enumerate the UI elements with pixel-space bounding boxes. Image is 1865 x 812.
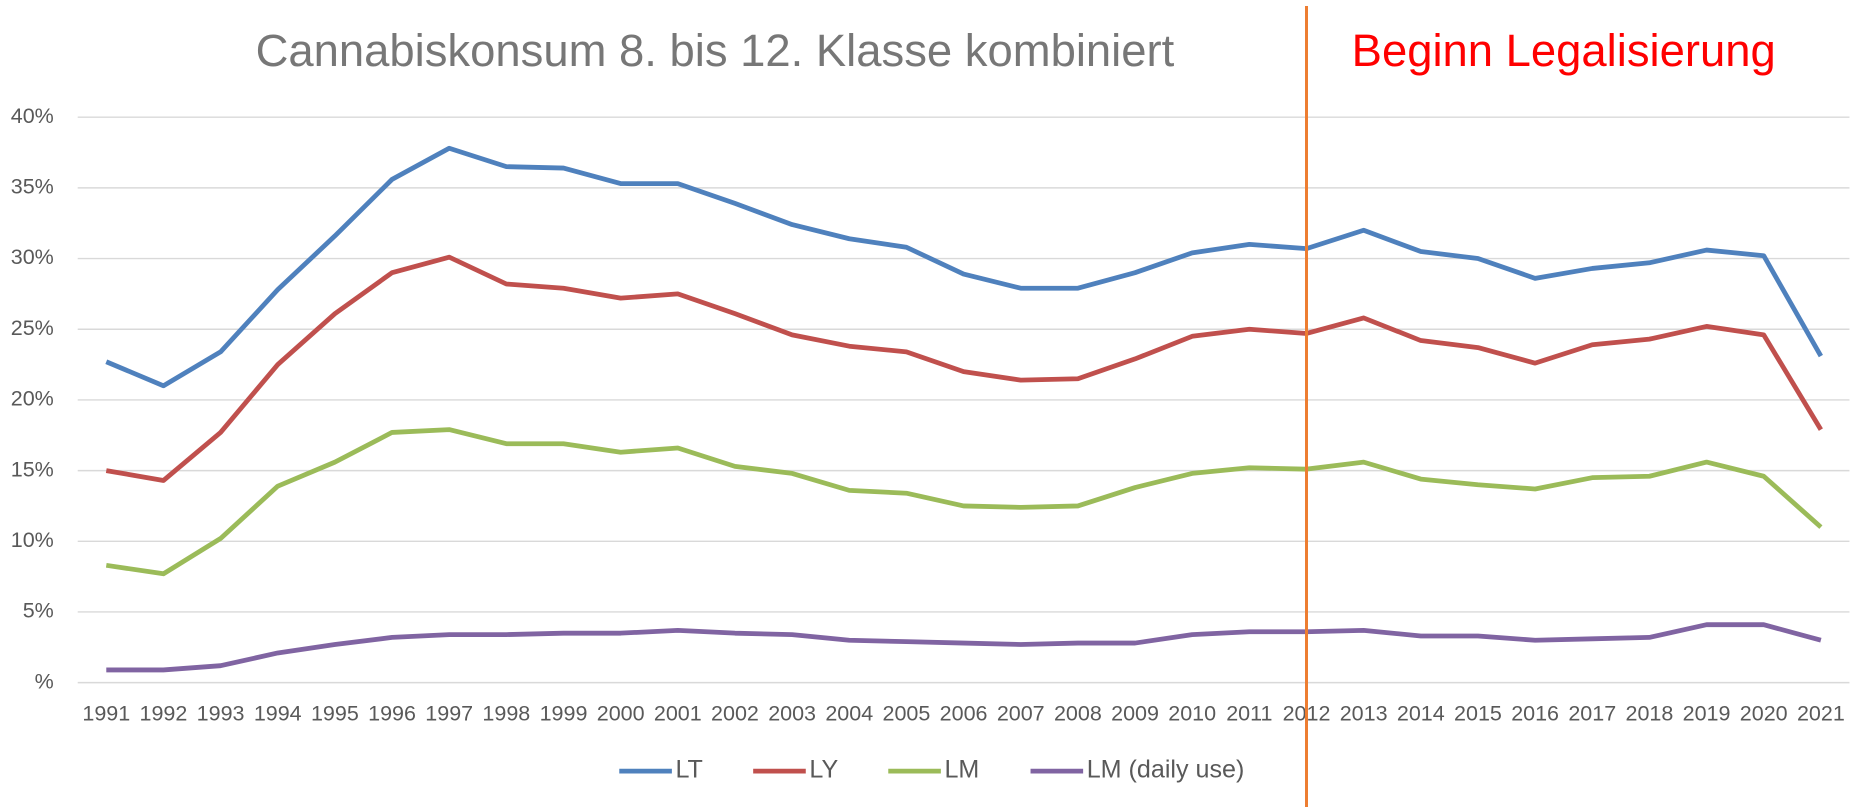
x-tick-label: 1999: [540, 702, 588, 726]
series-line: [105, 254, 1823, 483]
x-tick-label: 2005: [883, 702, 931, 726]
x-tick-label: 1998: [482, 702, 530, 726]
y-tick-label: %: [35, 669, 54, 693]
y-tick-label: 20%: [11, 387, 54, 411]
y-tick-label: 5%: [23, 599, 54, 623]
x-tick-label: 1992: [140, 702, 188, 726]
y-tick-label: 10%: [11, 528, 54, 552]
x-tick-label: 2004: [825, 702, 873, 726]
x-tick-label: 1991: [82, 702, 130, 726]
chart-title: Cannabiskonsum 8. bis 12. Klasse kombini…: [256, 25, 1175, 76]
x-tick-label: 2020: [1740, 702, 1788, 726]
x-tick-label: 2007: [997, 702, 1045, 726]
series-line: [105, 427, 1823, 577]
x-tick-label: 2013: [1340, 702, 1388, 726]
x-tick-label: 2017: [1568, 702, 1616, 726]
x-tick-label: 2002: [711, 702, 759, 726]
x-tick-label: 2016: [1511, 702, 1559, 726]
series-line: [106, 622, 1822, 673]
x-tick-label: 2018: [1626, 702, 1674, 726]
x-tick-label: 2011: [1226, 702, 1272, 726]
y-tick-label: 35%: [11, 175, 54, 199]
x-tick-label: 2009: [1111, 702, 1159, 726]
annotation-text: Beginn Legalisierung: [1352, 25, 1776, 76]
x-tick-label: 1996: [368, 702, 416, 726]
y-tick-label: 15%: [11, 457, 54, 481]
x-tick-label: 2015: [1454, 702, 1502, 726]
x-tick-label: 2001: [654, 702, 702, 726]
x-tick-label: 2019: [1683, 702, 1731, 726]
series-line: [105, 145, 1823, 389]
x-tick-label: 1994: [254, 702, 302, 726]
x-tick-label: 1993: [197, 702, 245, 726]
legend-label: LM: [944, 756, 979, 784]
y-tick-label: 25%: [11, 316, 54, 340]
x-tick-label: 2021: [1797, 702, 1845, 726]
y-tick-label: 30%: [11, 245, 54, 269]
x-tick-label: 1995: [311, 702, 359, 726]
x-tick-label: 1997: [425, 702, 473, 726]
x-tick-label: 2000: [597, 702, 645, 726]
y-tick-label: 40%: [11, 104, 54, 128]
x-tick-label: 2010: [1168, 702, 1216, 726]
x-tick-label: 2014: [1397, 702, 1445, 726]
x-tick-label: 2008: [1054, 702, 1102, 726]
legend-label: LM (daily use): [1087, 756, 1245, 784]
x-tick-label: 2003: [768, 702, 816, 726]
legend-label: LY: [809, 756, 838, 784]
x-tick-label: 2006: [940, 702, 988, 726]
legend-label: LT: [675, 756, 702, 784]
